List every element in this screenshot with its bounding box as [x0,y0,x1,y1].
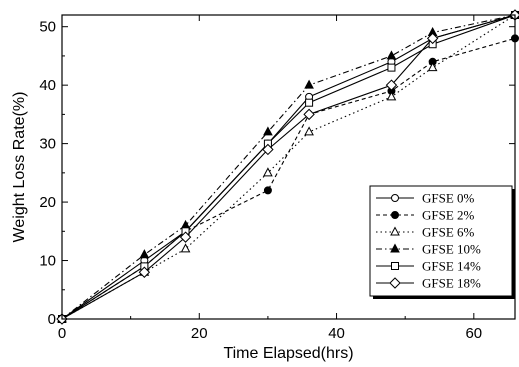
legend-item: GFSE 6% [376,225,475,240]
x-tick-label: 20 [191,325,208,342]
plot-frame [61,14,516,320]
data-point [303,108,315,121]
x-tick-label: 40 [328,325,345,342]
data-point [427,62,438,72]
legend-marker [390,226,400,236]
legend-label: GFSE 6% [422,225,475,240]
data-point [263,167,273,177]
data-point [304,126,314,136]
y-tick-label: 10 [39,253,56,270]
legend-label: GFSE 14% [422,259,481,274]
legend: GFSE 0% GFSE 2% GFSE 6% GFSE 10% GFSE 14% GFS… [369,185,515,299]
x-axis-title: Time Elapsed(hrs) [223,345,353,362]
y-axis-title: Weight Loss Rate(%) [11,92,28,243]
legend-item: GFSE 10% [376,242,481,257]
legend-label: GFSE 2% [422,208,475,223]
legend-marker [390,243,400,253]
y-tick-label: 0 [48,311,56,328]
data-point [138,266,151,278]
legend-item: GFSE 2% [376,208,475,223]
data-point [263,126,273,136]
data-point [386,50,397,60]
legend-item: GFSE 0% [376,191,475,206]
legend-marker [391,211,399,219]
legend-item: GFSE 14% [376,259,481,274]
data-point [179,231,192,243]
legend-label: GFSE 18% [422,276,481,291]
series-line [61,14,516,320]
data-point [180,243,191,253]
x-tick-label: 0 [58,325,66,342]
data-point [262,143,274,156]
x-tick-label: 60 [465,325,482,342]
series-5 [56,9,519,325]
plot-series [56,9,519,325]
legend-marker [389,277,401,289]
tick-labels: 0 20 40 60 0 10 20 30 40 50 [39,19,482,342]
series-line [61,14,516,320]
y-tick-label: 30 [39,136,56,153]
data-point [426,32,439,45]
data-point [305,98,314,107]
legend-marker [391,262,399,270]
y-tick-label: 20 [39,194,56,211]
legend-label: GFSE 10% [422,242,481,257]
legend-label: GFSE 0% [422,191,475,206]
legend-marker [391,194,399,202]
series-line [61,14,516,320]
data-point [387,63,396,72]
y-tick-label: 40 [39,77,56,94]
data-point [386,91,397,101]
y-tick-label: 50 [39,19,56,36]
legend-box [369,185,513,297]
data-point [139,249,150,259]
series-line [61,14,516,320]
legend-item: GFSE 18% [376,276,481,291]
data-point [263,186,272,195]
data-point [304,79,314,89]
data-point [385,79,398,91]
